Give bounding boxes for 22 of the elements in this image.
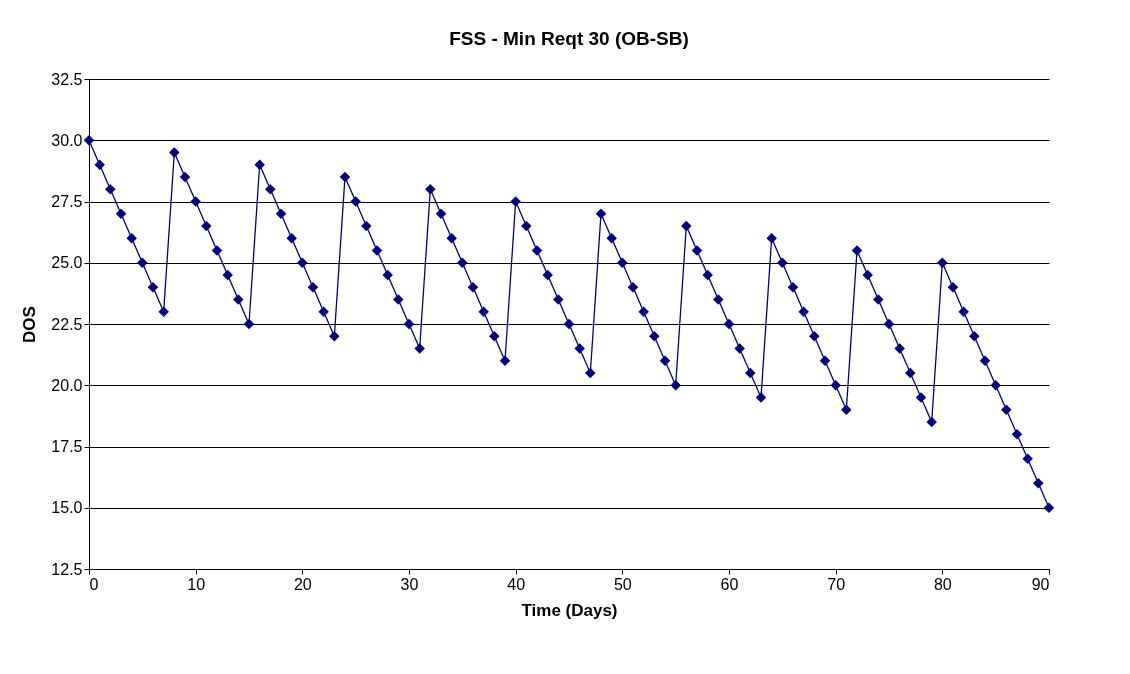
x-tick-label: 10	[187, 575, 206, 593]
y-tick-label: 27.5	[51, 193, 83, 210]
x-tick-label: 70	[827, 575, 846, 593]
x-tick-label: 60	[720, 575, 739, 593]
y-tick-label: 20.0	[51, 376, 83, 394]
y-tick-label: 30.0	[51, 131, 83, 149]
y-tick-label: 15.0	[51, 499, 83, 517]
x-tick-label: 40	[507, 575, 526, 593]
x-tick-label: 0	[89, 575, 99, 593]
y-tick-label: 22.5	[51, 315, 83, 333]
x-tick-label: 90	[1031, 575, 1050, 593]
y-axis-title: DOS	[20, 306, 40, 343]
x-tick-label: 20	[293, 575, 312, 593]
y-tick-label: 17.5	[51, 438, 83, 455]
y-tick-label: 12.5	[51, 560, 83, 578]
x-tick-label: 80	[933, 575, 952, 593]
x-tick-label: 50	[613, 575, 632, 593]
x-axis-title: Time (Days)	[521, 600, 618, 620]
chart-title: FSS - Min Reqt 30 (OB-SB)	[449, 28, 689, 49]
y-tick-label: 25.0	[51, 254, 83, 272]
y-tick-label: 32.5	[51, 70, 83, 88]
x-tick-label: 30	[400, 575, 419, 593]
